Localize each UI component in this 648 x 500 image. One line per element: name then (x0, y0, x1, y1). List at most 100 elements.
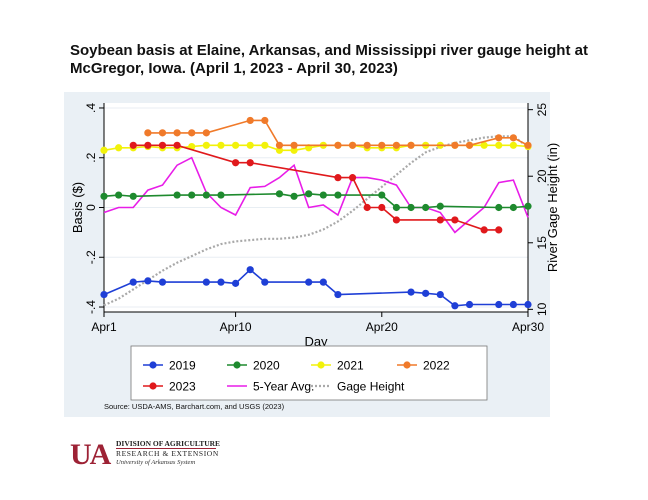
legend-label: Gage Height (337, 380, 405, 394)
series-2021-point (217, 141, 225, 149)
series-2022-point (378, 141, 386, 149)
series-2022-point (451, 141, 459, 149)
series-2020-point (100, 192, 108, 200)
series-2022-point (144, 129, 152, 137)
y2-axis-title: River Gage Height (in) (545, 143, 560, 272)
series-2023-point (363, 203, 371, 212)
series-2021-point (509, 141, 517, 149)
series-2023-point (436, 216, 444, 224)
series-2019-point (524, 300, 532, 309)
series-2019-point (305, 278, 313, 286)
series-2020-point (509, 203, 517, 212)
series-2020-point (202, 191, 210, 199)
series-2021-point (231, 141, 240, 149)
y-tick-label: .4 (84, 103, 98, 113)
legend-key-marker (403, 361, 411, 369)
series-2021-point (261, 141, 269, 149)
x-tick-label: Apr20 (366, 320, 398, 334)
series-2022-point (465, 141, 474, 149)
series-2023-point (231, 159, 240, 167)
series-2023-point (129, 141, 137, 149)
series-2019-point (495, 300, 503, 309)
x-tick-label: Apr1 (91, 320, 117, 334)
series-2023-point (334, 174, 342, 182)
series-2021-point (115, 144, 123, 152)
series-2021-point (275, 146, 284, 154)
series-2020-point (217, 191, 225, 199)
series-gage-height-line (103, 135, 529, 307)
series-2020-point (275, 190, 284, 198)
y-tick-label: -.4 (84, 300, 98, 314)
uark-logo-mark: UA (70, 438, 111, 471)
series-2020-point (407, 203, 415, 212)
y-axis-title: Basis ($) (70, 182, 85, 233)
series-2019-point (261, 278, 269, 286)
series-2019-point (246, 266, 254, 274)
series-2019-point (100, 290, 108, 299)
series-2019-point (231, 279, 240, 287)
series-2023-point (392, 216, 401, 224)
x-tick-label: Apr30 (512, 320, 544, 334)
series-2022-point (158, 129, 167, 137)
series-2022-point (348, 141, 357, 149)
series-2019-point (451, 302, 459, 310)
series-2020-point (422, 203, 430, 212)
y2-tick-label: 15 (535, 236, 549, 250)
logo-system-text: University of Arkansas System (116, 459, 196, 466)
series-2023-point (246, 159, 254, 167)
series-2019-point (465, 300, 474, 309)
series-2022-point (363, 141, 371, 149)
series-2023-point (348, 174, 357, 182)
series-2023-point (173, 141, 181, 149)
logo-division-text: DIVISION OF AGRICULTURE (116, 439, 221, 448)
series-2022-point (407, 141, 415, 149)
series-2020-point (305, 190, 313, 198)
x-axis-title: Day (304, 334, 328, 349)
series-2023-point (495, 226, 503, 234)
series-2022-point (509, 134, 517, 142)
chart-title: Soybean basis at Elaine, Arkansas, and M… (70, 42, 588, 77)
series-2022-point (246, 116, 254, 125)
series-2021-point (290, 146, 298, 154)
legend-box (130, 345, 488, 401)
series-2019-point (422, 289, 430, 297)
source-note: Source: USDA-AMS, Barchart.com, and USGS… (104, 402, 285, 411)
series-2019-point (202, 278, 210, 286)
series-2021-point (480, 141, 488, 149)
series-2022-point (495, 134, 503, 142)
series-2020-point (436, 202, 444, 210)
series-2019-point (407, 288, 415, 296)
series-2023-point (451, 216, 459, 224)
legend-label: 2022 (423, 359, 450, 373)
series-2022-point (173, 129, 181, 137)
legend-label: 2020 (253, 359, 280, 373)
legend-key-marker (233, 361, 241, 369)
series-2022-point (290, 141, 298, 149)
series-2022-point (188, 129, 196, 137)
y2-tick-label: 25 (535, 103, 549, 117)
series-2022-point (392, 141, 401, 149)
series-5-year-avg-line (103, 156, 529, 234)
series-2019-point (509, 300, 517, 309)
series-2019-point (319, 278, 327, 286)
legend-key-marker (317, 361, 325, 369)
series-2019-point (436, 290, 444, 299)
legend-label: 2019 (169, 359, 196, 373)
series-2020-point (319, 191, 327, 199)
series-2019-point (129, 278, 137, 286)
series-2023-point (158, 141, 167, 149)
series-2021-point (246, 141, 254, 149)
logo-research-text: RESEARCH & EXTENSION (116, 449, 219, 458)
x-tick-label: Apr10 (220, 320, 252, 334)
series-2020-point (495, 203, 503, 212)
series-2020-point (115, 191, 123, 199)
series-2020-point (392, 203, 401, 212)
uark-logo: UA DIVISION OF AGRICULTURE RESEARCH & EX… (70, 438, 270, 474)
series-2022-point (202, 129, 210, 137)
y2-tick-label: 20 (535, 169, 549, 183)
series-2021-point (202, 141, 210, 149)
y2-tick-label: 10 (535, 302, 549, 316)
series-2023-point (144, 141, 152, 149)
logo-rule (116, 448, 216, 449)
